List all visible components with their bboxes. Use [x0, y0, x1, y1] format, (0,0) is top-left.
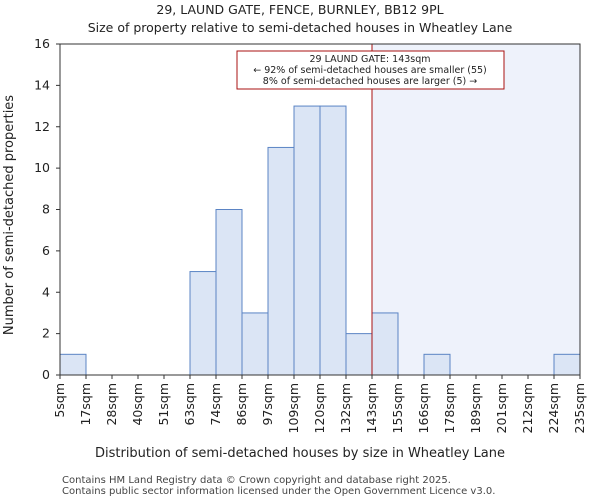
y-tick-label: 2 — [42, 326, 50, 341]
x-axis-label: Distribution of semi-detached houses by … — [95, 446, 505, 461]
annotation-line-1: 29 LAUND GATE: 143sqm — [309, 54, 430, 65]
x-tick-label: 40sqm — [130, 383, 145, 426]
x-tick-label: 201sqm — [494, 383, 509, 433]
x-tick-label: 178sqm — [442, 383, 457, 433]
annotation-frame — [236, 50, 505, 90]
x-tick-label: 120sqm — [312, 383, 327, 433]
bar-166sqm — [423, 353, 451, 376]
bars-group — [59, 105, 581, 376]
y-tick-label: 14 — [34, 77, 50, 92]
footer-line-1: Contains HM Land Registry data © Crown c… — [62, 475, 451, 486]
x-tick-label: 224sqm — [546, 383, 561, 433]
x-tick-label: 155sqm — [390, 383, 405, 433]
bar-120sqm — [319, 105, 347, 376]
bar-5sqm — [59, 353, 87, 376]
x-tick-label: 189sqm — [468, 383, 483, 433]
x-axis: 5sqm 17sqm 28sqm 40sqm 51sqm 63sqm 74sqm 86sqm 9… — [52, 375, 587, 433]
y-tick-label: 0 — [42, 367, 50, 382]
y-tick-label: 8 — [42, 202, 50, 217]
x-tick-label: 109sqm — [286, 383, 301, 433]
footer-line-2: Contains public sector information licen… — [62, 486, 495, 497]
y-tick-label: 12 — [34, 119, 50, 134]
y-tick-label: 16 — [34, 36, 50, 51]
x-tick-label: 166sqm — [416, 383, 431, 433]
y-axis: 0 2 4 6 8 10 12 14 16 — [34, 36, 60, 382]
annotation-box: 29 LAUND GATE: 143sqm ← 92% of semi-deta… — [236, 50, 505, 90]
x-tick-label: 212sqm — [520, 383, 535, 433]
x-tick-label: 235sqm — [572, 383, 587, 433]
bar-132sqm — [345, 333, 373, 376]
annotation-line-2: ← 92% of semi-detached houses are smalle… — [253, 65, 487, 76]
y-tick-label: 6 — [42, 243, 50, 258]
x-tick-label: 63sqm — [182, 383, 197, 426]
x-tick-label: 74sqm — [208, 383, 223, 426]
bar-224sqm — [553, 353, 581, 376]
y-tick-label: 4 — [42, 284, 50, 299]
x-tick-label: 97sqm — [260, 383, 275, 426]
x-tick-label: 17sqm — [78, 383, 93, 426]
x-tick-label: 143sqm — [364, 383, 379, 433]
bar-86sqm — [241, 312, 269, 376]
highlight-region — [372, 44, 580, 375]
x-tick-label: 132sqm — [338, 383, 353, 433]
x-tick-label: 28sqm — [104, 383, 119, 426]
x-tick-label: 86sqm — [234, 383, 249, 426]
annotation-line-3: 8% of semi-detached houses are larger (5… — [263, 76, 477, 87]
chart-title: 29, LAUND GATE, FENCE, BURNLEY, BB12 9PL — [156, 2, 443, 17]
y-axis-label: Number of semi-detached properties — [2, 95, 17, 335]
bar-143sqm — [371, 312, 399, 376]
bar-63sqm — [189, 271, 217, 376]
bar-97sqm — [267, 146, 295, 376]
x-tick-label: 51sqm — [156, 383, 171, 426]
y-tick-label: 10 — [34, 160, 50, 175]
x-tick-label: 5sqm — [52, 383, 67, 418]
chart-subtitle: Size of property relative to semi-detach… — [88, 20, 513, 35]
bar-74sqm — [215, 209, 243, 376]
bar-109sqm — [293, 105, 321, 376]
